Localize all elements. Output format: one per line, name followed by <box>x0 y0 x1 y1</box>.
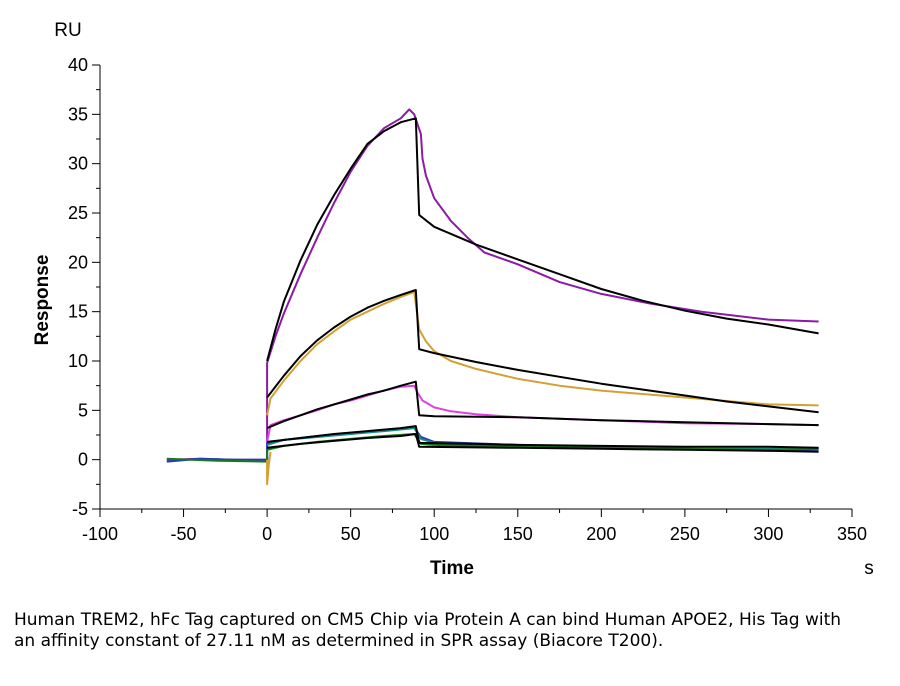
y-tick-label: 5 <box>78 400 88 420</box>
y-unit-label: RU <box>54 20 81 41</box>
x-tick-label: 0 <box>262 524 272 544</box>
x-tick-label: 100 <box>419 524 449 544</box>
y-axis-ticks: -5 0 5 10 15 20 25 30 35 40 <box>68 55 100 519</box>
y-tick-label: 30 <box>68 154 88 174</box>
series-line-3 <box>266 290 819 416</box>
x-axis-ticks: -100 -50 0 50 100 150 200 250 300 350 <box>82 509 867 544</box>
y-axis-title: Response <box>32 255 53 346</box>
series-line-10 <box>266 425 819 449</box>
y-tick-label: 15 <box>68 302 88 322</box>
y-tick-label: -5 <box>72 499 88 519</box>
series-line-1 <box>166 108 819 461</box>
x-unit-label: s <box>864 558 874 579</box>
series-line-6 <box>266 380 819 430</box>
series-line-12 <box>266 451 272 486</box>
x-tick-label: 50 <box>341 524 361 544</box>
x-tick-label: 350 <box>837 524 867 544</box>
data-series <box>166 108 819 486</box>
y-tick-label: 40 <box>68 55 88 75</box>
y-tick-label: 35 <box>68 104 88 124</box>
series-line-4 <box>266 289 819 414</box>
x-axis-title: Time <box>430 558 474 579</box>
series-line-11 <box>266 433 819 453</box>
x-tick-label: 200 <box>586 524 616 544</box>
y-tick-label: 0 <box>78 450 88 470</box>
x-tick-label: 250 <box>670 524 700 544</box>
y-tick-label: 20 <box>68 252 88 272</box>
x-tick-label: -50 <box>171 524 197 544</box>
x-tick-label: 300 <box>753 524 783 544</box>
x-tick-label: 150 <box>503 524 533 544</box>
figure-caption: Human TREM2, hFc Tag captured on CM5 Chi… <box>14 610 842 651</box>
y-tick-label: 10 <box>68 351 88 371</box>
x-tick-label: -100 <box>82 524 118 544</box>
y-tick-label: 25 <box>68 203 88 223</box>
series-line-2 <box>266 117 819 362</box>
